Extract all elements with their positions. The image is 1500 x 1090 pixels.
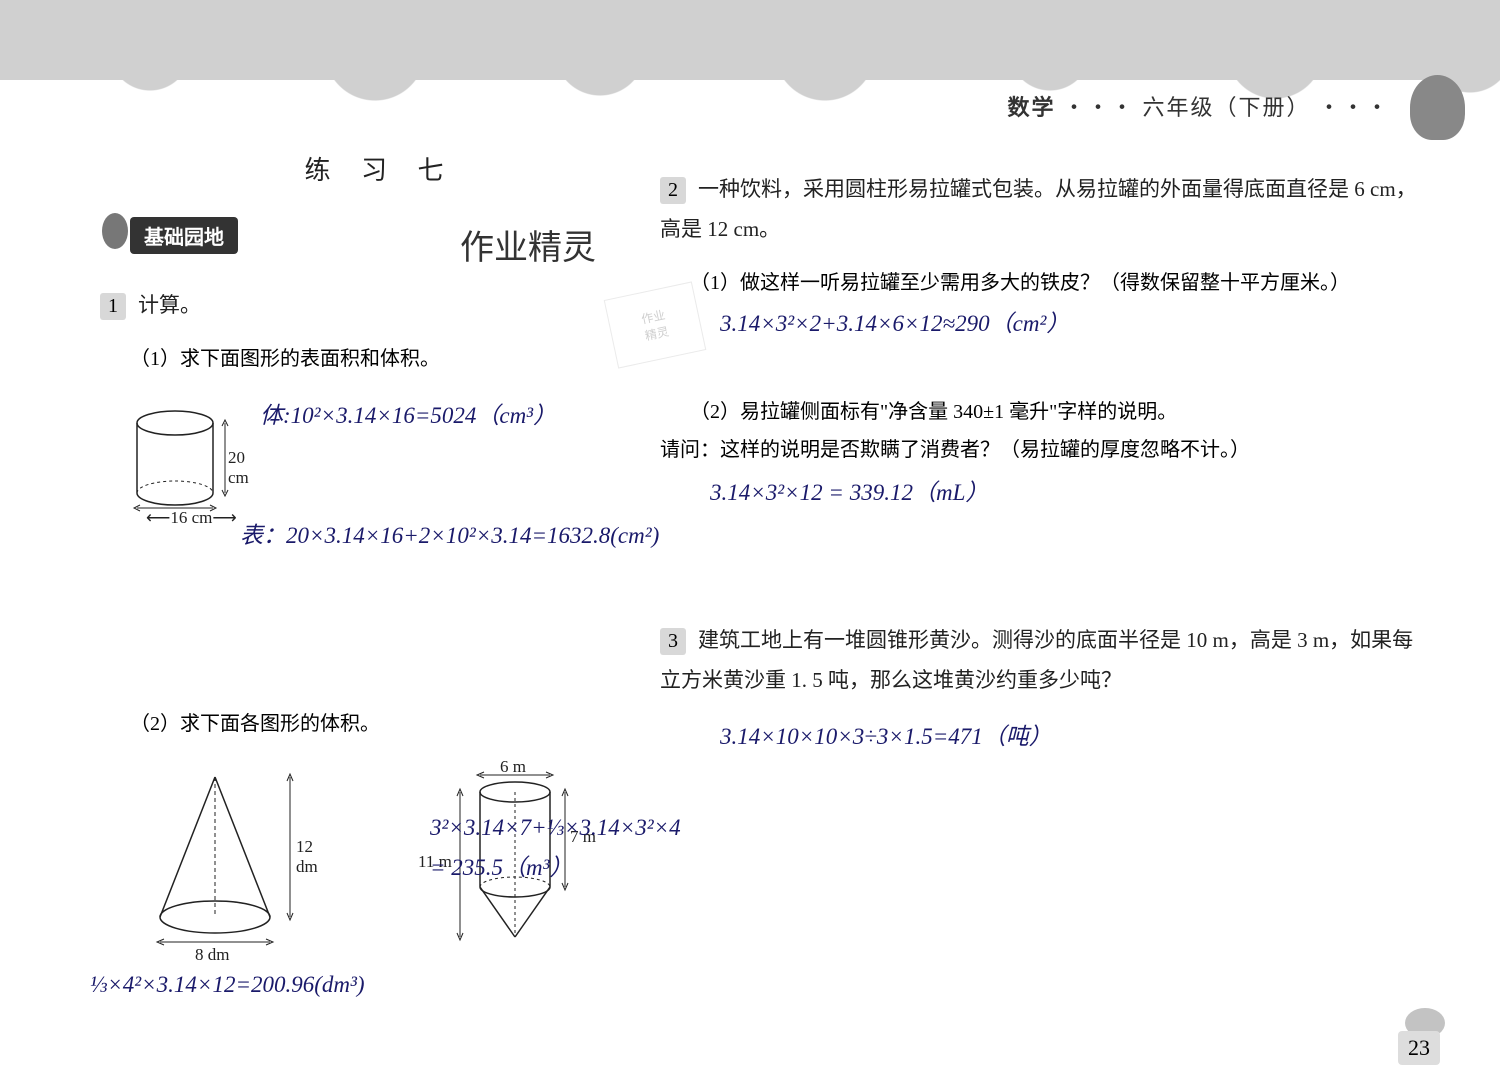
q2-number: 2 bbox=[660, 177, 686, 204]
cone-svg bbox=[140, 767, 320, 957]
cone-base-label: 8 dm bbox=[195, 945, 229, 965]
trailing-dots: ・・・ bbox=[1318, 95, 1390, 120]
q2-p1-label: （1）做这样一听易拉罐至少需用多大的铁皮？（得数保留整十平方厘米。） bbox=[690, 264, 1420, 302]
question-3: 3 建筑工地上有一堆圆锥形黄沙。测得沙的底面半径是 10 m，高是 3 m，如果… bbox=[660, 621, 1420, 756]
cone-figure: 12 dm 8 dm bbox=[140, 767, 320, 962]
page-content: 练 习 七 基础园地 作业精灵 1 计算。 （1）求下面图形的表面积和体积。 bbox=[0, 150, 1500, 1050]
q1-p2-cone-hw: ⅓×4²×3.14×12=200.96(dm³) bbox=[90, 967, 660, 1004]
page-number: 23 bbox=[1398, 1031, 1440, 1065]
cyl-diameter-label: ⟵16 cm⟶ bbox=[146, 508, 237, 528]
exercise-title: 练 习 七 bbox=[100, 150, 660, 187]
q1-p1-label: （1）求下面图形的表面积和体积。 bbox=[130, 340, 660, 378]
decorative-cloud-header bbox=[0, 0, 1500, 80]
q1-p2-combo-hw-l2: = 235.5（m³） bbox=[430, 850, 573, 887]
cat-mascot-icon bbox=[1410, 75, 1465, 140]
combo-top-label: 6 m bbox=[500, 757, 526, 777]
q1-p1-surface-hw: 表：20×3.14×16+2×10²×3.14=1632.8(cm²) bbox=[240, 518, 660, 555]
q2-p2-label-a: （2）易拉罐侧面标有"净含量 340±1 毫升"字样的说明。 bbox=[690, 393, 1420, 431]
q2-p2-hw: 3.14×3²×12 = 339.12（mL） bbox=[710, 475, 1420, 512]
watermark-text: 作业精灵 bbox=[460, 220, 596, 269]
q2-title: 一种饮料，采用圆柱形易拉罐式包装。从易拉罐的外面量得底面直径是 6 cm，高是 … bbox=[660, 177, 1417, 241]
q3-title: 建筑工地上有一堆圆锥形黄沙。测得沙的底面半径是 10 m，高是 3 m，如果每立… bbox=[660, 628, 1413, 692]
q2-p1-hw: 3.14×3²×2+3.14×6×12≈290（cm²） bbox=[720, 306, 1420, 343]
q1-number: 1 bbox=[100, 293, 126, 320]
cyl-height-label: 20 cm bbox=[228, 448, 250, 488]
subject-label: 数学 bbox=[1007, 95, 1055, 120]
q2-p2-label-b: 请问：这样的说明是否欺瞒了消费者？（易拉罐的厚度忽略不计。） bbox=[660, 431, 1420, 469]
dots: ・・・ bbox=[1063, 95, 1135, 120]
question-2: 2 一种饮料，采用圆柱形易拉罐式包装。从易拉罐的外面量得底面直径是 6 cm，高… bbox=[660, 170, 1420, 511]
q1-title: 计算。 bbox=[138, 293, 201, 317]
grade-label: 六年级（下册） bbox=[1142, 95, 1310, 120]
section-badge: 基础园地 bbox=[130, 217, 238, 254]
cylinder-figure: 20 cm ⟵16 cm⟶ bbox=[130, 408, 250, 518]
q3-number: 3 bbox=[660, 628, 686, 655]
left-column: 练 习 七 基础园地 作业精灵 1 计算。 （1）求下面图形的表面积和体积。 bbox=[100, 150, 660, 1003]
question-1: 1 计算。 （1）求下面图形的表面积和体积。 bbox=[100, 286, 660, 1003]
q3-hw: 3.14×10×10×3÷3×1.5=471（吨） bbox=[720, 719, 1420, 756]
right-column: 作业 精灵 2 一种饮料，采用圆柱形易拉罐式包装。从易拉罐的外面量得底面直径是 … bbox=[660, 150, 1420, 756]
cone-height-label: 12 dm bbox=[296, 837, 320, 877]
q1-p1-volume-hw: 体:10²×3.14×16=5024（cm³） bbox=[260, 398, 556, 435]
page-header-text: 数学 ・・・ 六年级（下册） ・・・ bbox=[1007, 90, 1390, 122]
q1-p2-combo-hw-l1: 3²×3.14×7+⅓×3.14×3²×4 bbox=[430, 810, 681, 847]
q1-p2-label: （2）求下面各图形的体积。 bbox=[130, 705, 660, 743]
